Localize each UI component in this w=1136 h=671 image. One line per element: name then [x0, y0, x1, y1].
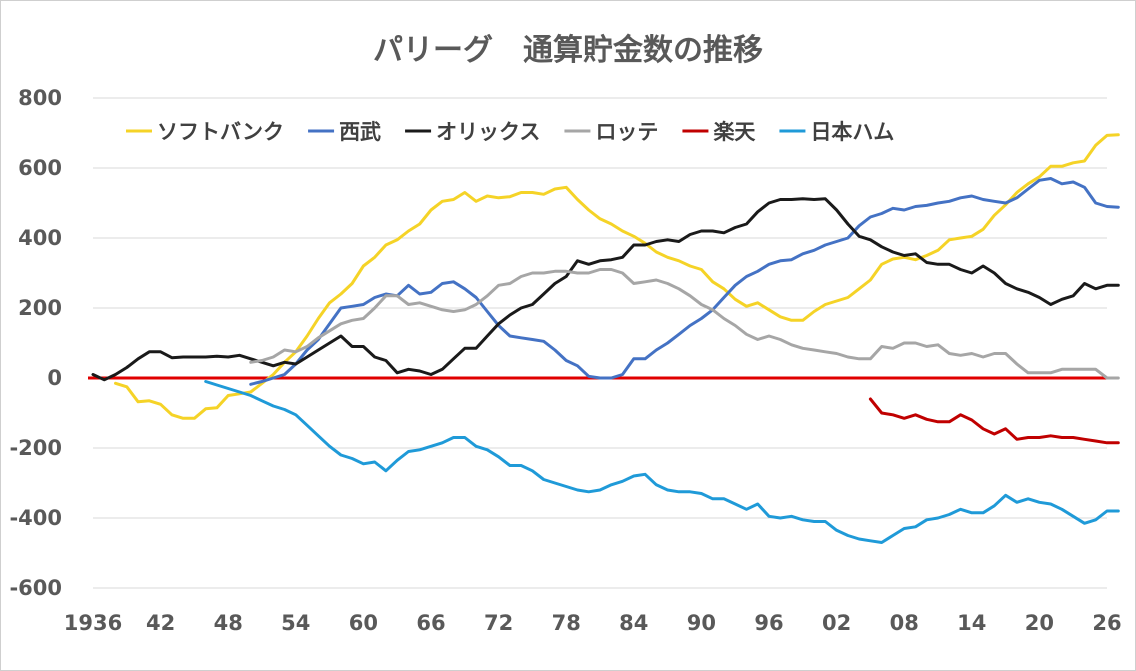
- y-tick-label: 200: [18, 296, 62, 320]
- x-tick-label: 14: [957, 611, 986, 635]
- y-tick-label: -400: [9, 506, 62, 530]
- legend-label: オリックス: [436, 120, 540, 144]
- series-lines: [91, 133, 1120, 544]
- x-tick-label: 54: [281, 611, 310, 635]
- legend-label: 日本ハム: [810, 120, 894, 144]
- x-tick-label: 78: [552, 611, 581, 635]
- x-tick-label: 60: [349, 611, 378, 635]
- series-line-5: [204, 380, 1120, 544]
- x-tick-label: 90: [687, 611, 716, 635]
- gridlines: [93, 97, 1107, 589]
- x-tick-label: 02: [822, 611, 851, 635]
- x-tick-label: 26: [1092, 611, 1121, 635]
- legend: ソフトバンク 西武 オリックス ロッテ 楽天 日本ハム: [126, 120, 894, 144]
- legend-label: 西武: [339, 120, 381, 144]
- legend-label: ロッテ: [595, 120, 658, 144]
- legend-label: 楽天: [713, 120, 756, 144]
- y-tick-label: 600: [18, 156, 62, 180]
- y-tick-label: 0: [47, 366, 62, 390]
- x-tick-label: 72: [484, 611, 513, 635]
- chart-title: パリーグ 通算貯金数の推移: [373, 33, 763, 68]
- x-tick-label: 84: [619, 611, 648, 635]
- x-tick-label: 20: [1025, 611, 1054, 635]
- series-line-1: [249, 177, 1120, 386]
- x-tick-label: 42: [146, 611, 175, 635]
- x-tick-label: 08: [890, 611, 919, 635]
- y-axis: 800 600 400 200 0 -200 -400 -600: [9, 86, 62, 600]
- x-axis: 1936 42 48 54 60 66 72 78 84 90 96 02 08 14 20 26: [64, 611, 1122, 635]
- series-line-2: [91, 197, 1120, 382]
- y-tick-label: -200: [9, 436, 62, 460]
- series-line-4: [868, 397, 1120, 445]
- series-line-3: [249, 268, 1120, 380]
- y-tick-label: -600: [9, 576, 62, 600]
- y-tick-label: 400: [18, 226, 62, 250]
- x-tick-label: 48: [214, 611, 243, 635]
- x-tick-label: 96: [754, 611, 783, 635]
- y-tick-label: 800: [18, 86, 62, 110]
- x-tick-label: 66: [416, 611, 445, 635]
- x-tick-label: 1936: [64, 611, 122, 635]
- legend-label: ソフトバンク: [157, 120, 284, 144]
